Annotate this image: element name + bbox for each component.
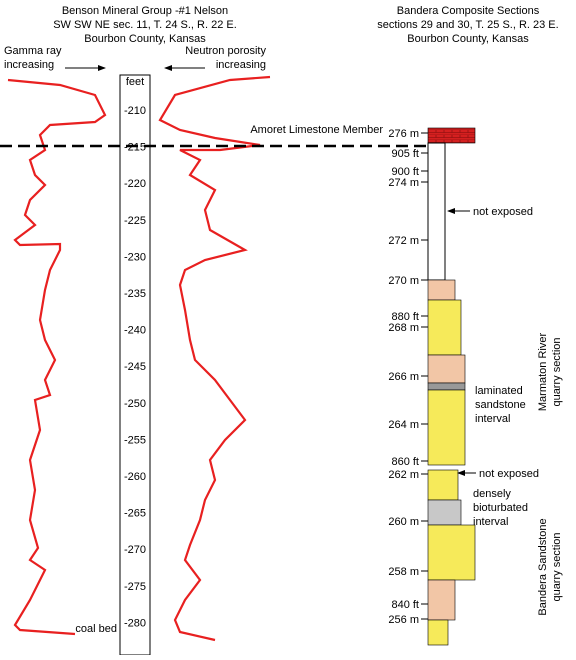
bioturbated-bed [427, 499, 462, 526]
bioturbated-label: densely [473, 488, 511, 500]
elevation-label: 272 m [388, 235, 419, 247]
section-title: Bandera Composite Sections [397, 5, 540, 17]
elevation-label: 880 ft [391, 311, 419, 323]
marmaton-label: quarry section [551, 337, 563, 406]
neutron-label: Neutron porosity [185, 45, 266, 57]
gamma-label: Gamma ray [4, 45, 62, 57]
laminated-label: sandstone [475, 399, 526, 411]
depth-label: -220 [124, 178, 146, 190]
depth-unit: feet [126, 76, 144, 88]
bioturbated-label: bioturbated [473, 502, 528, 514]
shale-bed [427, 279, 456, 301]
elevation-label: 258 m [388, 566, 419, 578]
sandstone-bed [427, 619, 449, 646]
bioturbated-label: interval [473, 516, 508, 528]
member-label: Amoret Limestone Member [250, 124, 383, 136]
sandstone-bed [427, 524, 476, 581]
well-title: Bourbon County, Kansas [84, 33, 206, 45]
not-exposed-interval [427, 142, 446, 281]
sandstone-bed [427, 299, 462, 356]
not-exposed-label: not exposed [473, 206, 533, 218]
depth-label: -215 [124, 142, 146, 154]
well-title: SW SW NE sec. 11, T. 24 S., R. 22 E. [53, 19, 237, 31]
gamma-label: increasing [4, 59, 54, 71]
depth-label: -270 [124, 544, 146, 556]
depth-label: -265 [124, 508, 146, 520]
bandera-label: quarry section [551, 532, 563, 601]
well-title: Benson Mineral Group -#1 Nelson [62, 5, 228, 17]
elevation-label: 256 m [388, 614, 419, 626]
elevation-label: 264 m [388, 419, 419, 431]
elevation-label: 276 m [388, 128, 419, 140]
depth-label: -275 [124, 581, 146, 593]
section-column [427, 127, 476, 646]
elevation-label: 266 m [388, 371, 419, 383]
shale-bed [427, 579, 456, 621]
elevation-label: 900 ft [391, 166, 419, 178]
section-title: sections 29 and 30, T. 25 S., R. 23 E. [377, 19, 558, 31]
depth-label: -230 [124, 251, 146, 263]
bandera-label: Bandera Sandstone [537, 518, 549, 615]
laminated-label: interval [475, 413, 510, 425]
depth-label: -260 [124, 471, 146, 483]
elevation-label: 905 ft [391, 148, 419, 160]
elevation-label: 262 m [388, 469, 419, 481]
elevation-label: 270 m [388, 275, 419, 287]
elevation-label: 268 m [388, 322, 419, 334]
shale-bed [427, 354, 466, 384]
laminated-label: laminated [475, 385, 523, 397]
depth-label: -225 [124, 215, 146, 227]
depth-label: -235 [124, 288, 146, 300]
elevation-label: 840 ft [391, 599, 419, 611]
sandstone-bed [427, 389, 466, 466]
not-exposed-label: not exposed [479, 468, 539, 480]
neutron-porosity-curve [158, 75, 271, 642]
gamma-ray-curve [7, 78, 107, 636]
neutron-label: increasing [216, 59, 266, 71]
depth-label: -240 [124, 325, 146, 337]
limestone-bed [427, 127, 476, 144]
depth-label: -280 [124, 617, 146, 629]
depth-label: -245 [124, 361, 146, 373]
section-title: Bourbon County, Kansas [407, 33, 529, 45]
laminated-bed [427, 382, 466, 391]
elevation-label: 860 ft [391, 456, 419, 468]
depth-label: -255 [124, 434, 146, 446]
elevation-label: 274 m [388, 177, 419, 189]
marmaton-label: Marmaton River [537, 333, 549, 412]
coal-bed-label: coal bed [75, 623, 117, 635]
depth-label: -210 [124, 105, 146, 117]
elevation-label: 260 m [388, 516, 419, 528]
depth-label: -250 [124, 398, 146, 410]
sandstone-bed [427, 469, 459, 501]
